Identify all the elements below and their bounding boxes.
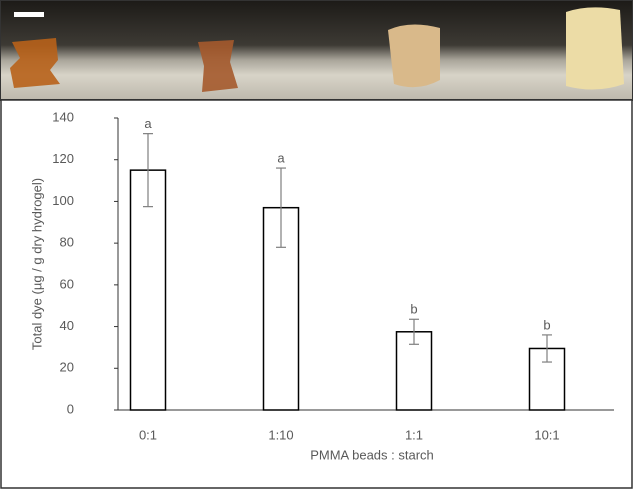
error-bar (143, 133, 153, 208)
error-bar (542, 334, 552, 363)
y-tick-label: 40 (60, 318, 74, 333)
y-tick-label: 20 (60, 360, 74, 375)
significance-letter: a (277, 150, 285, 165)
x-axis-label: PMMA beads : starch (310, 447, 434, 462)
y-tick-label: 140 (52, 109, 74, 124)
y-tick-label: 100 (52, 193, 74, 208)
y-tick-label: 0 (67, 401, 74, 416)
x-tick-label: 10:1 (534, 427, 559, 442)
x-tick-label: 1:10 (268, 427, 293, 442)
y-axis-label: Total dye (µg / g dry hydrogel) (29, 178, 44, 350)
significance-letter: b (543, 317, 550, 332)
significance-letter: b (410, 302, 417, 317)
x-tick-label: 1:1 (405, 427, 423, 442)
error-bar (409, 318, 419, 345)
sample-photo (0, 0, 633, 101)
chart-frame (0, 99, 633, 489)
y-tick-label: 120 (52, 151, 74, 166)
y-tick-label: 60 (60, 276, 74, 291)
x-tick-label: 0:1 (139, 427, 157, 442)
error-bar (276, 167, 286, 248)
significance-letter: a (144, 116, 152, 131)
y-tick-label: 80 (60, 235, 74, 250)
